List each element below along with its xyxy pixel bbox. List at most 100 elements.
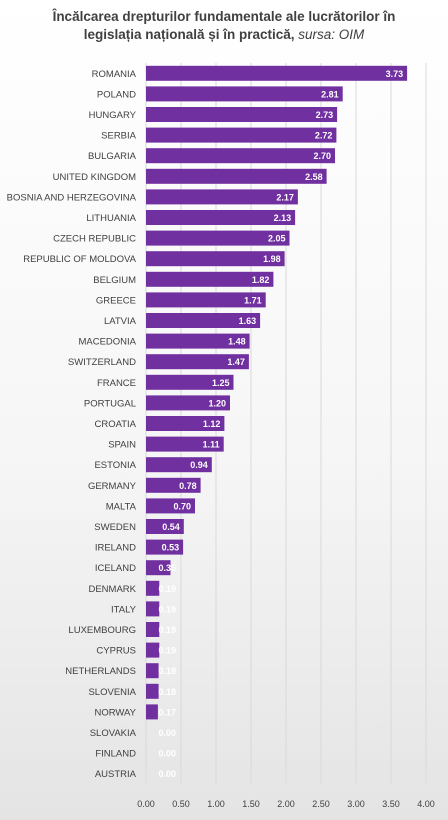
value-label: 0.18 <box>158 666 176 676</box>
bar <box>146 65 408 81</box>
category-label: AUSTRIA <box>95 769 137 780</box>
value-label: 1.12 <box>203 419 221 429</box>
bar <box>146 560 171 576</box>
value-label: 0.19 <box>158 646 176 656</box>
value-label: 1.11 <box>203 440 220 450</box>
bar <box>146 477 201 493</box>
bar <box>146 168 327 184</box>
category-label: BELGIUM <box>93 275 136 286</box>
category-label: REPUBLIC OF MOLDOVA <box>23 254 136 265</box>
bar <box>146 189 298 205</box>
bar <box>146 622 160 637</box>
bar <box>146 436 224 452</box>
bar <box>146 86 343 102</box>
value-label: 1.63 <box>239 316 257 326</box>
bar <box>146 333 250 349</box>
category-label: SLOVAKIA <box>90 728 137 739</box>
x-tick-label: 0.50 <box>172 799 190 809</box>
value-label: 0.19 <box>158 625 176 635</box>
x-tick-label: 4.00 <box>417 799 435 809</box>
value-label: 0.18 <box>158 687 176 697</box>
category-label: POLAND <box>97 89 136 100</box>
bar <box>146 457 212 473</box>
category-label: SLOVENIA <box>88 687 136 698</box>
value-label: 1.98 <box>263 254 281 264</box>
category-label: LATVIA <box>104 316 137 327</box>
bar <box>146 539 184 555</box>
x-tick-label: 1.50 <box>242 799 260 809</box>
bar <box>146 292 266 308</box>
value-label: 2.81 <box>321 89 339 99</box>
value-label: 0.00 <box>158 749 176 759</box>
category-label: NORWAY <box>94 707 136 718</box>
bar <box>146 313 261 328</box>
category-label: ICELAND <box>95 563 136 574</box>
bar <box>146 210 296 225</box>
value-label: 2.58 <box>305 172 323 182</box>
bar <box>146 663 159 679</box>
value-label: 0.94 <box>190 460 208 470</box>
value-label: 1.20 <box>208 398 226 408</box>
category-label: CYPRUS <box>96 646 136 657</box>
bar <box>146 374 234 390</box>
category-label: BOSNIA AND HERZEGOVINA <box>7 192 137 203</box>
value-label: 0.70 <box>173 501 191 511</box>
value-label: 0.17 <box>158 707 176 717</box>
category-label: MALTA <box>106 501 137 512</box>
chart-title: Încălcarea drepturilor fundamentale ale … <box>0 8 448 44</box>
value-label: 2.70 <box>313 151 331 161</box>
x-tick-label: 2.50 <box>312 799 330 809</box>
category-label: UNITED KINGDOM <box>53 172 136 183</box>
bar <box>146 251 285 267</box>
chart-title-main: legislația națională și în practică, <box>83 27 295 42</box>
category-label: GERMANY <box>88 481 137 492</box>
category-label: IRELAND <box>95 543 136 554</box>
category-label: LUXEMBOURG <box>68 625 136 636</box>
bar <box>146 498 195 514</box>
value-label: 1.71 <box>244 295 262 305</box>
value-label: 2.13 <box>274 213 292 223</box>
category-label: CZECH REPUBLIC <box>53 234 136 245</box>
category-label: CROATIA <box>94 419 136 430</box>
category-label: FRANCE <box>97 378 136 389</box>
value-label: 3.73 <box>386 69 404 79</box>
value-label: 0.54 <box>162 522 180 532</box>
category-label: DENMARK <box>88 584 136 595</box>
category-label: GREECE <box>96 295 136 306</box>
category-label: SWEDEN <box>94 522 136 533</box>
bar <box>146 230 290 246</box>
value-label: 0.00 <box>158 728 176 738</box>
value-label: 0.78 <box>179 481 197 491</box>
bar <box>146 271 274 287</box>
bar <box>146 107 338 122</box>
bar <box>146 601 160 617</box>
chart-title-line1: Încălcarea drepturilor fundamentale ale … <box>52 9 396 24</box>
x-tick-label: 0.00 <box>137 799 155 809</box>
category-label: SERBIA <box>101 131 137 142</box>
value-label: 2.72 <box>315 131 333 141</box>
bar <box>146 416 225 431</box>
bar <box>146 642 160 658</box>
x-tick-label: 3.50 <box>382 799 400 809</box>
value-label: 1.47 <box>227 357 245 367</box>
value-label: 2.17 <box>276 192 294 202</box>
category-label: ROMANIA <box>92 69 137 80</box>
chart-source: sursa: OIM <box>298 27 365 42</box>
bar <box>146 395 230 411</box>
value-label: 0.53 <box>162 543 180 553</box>
value-label: 1.48 <box>228 337 246 347</box>
category-label: NETHERLANDS <box>65 666 136 677</box>
category-label: HUNGARY <box>89 110 137 121</box>
bar <box>146 683 159 699</box>
bar <box>146 127 337 143</box>
x-tick-label: 1.00 <box>207 799 225 809</box>
category-label: PORTUGAL <box>84 398 136 409</box>
value-label: 0.19 <box>158 584 176 594</box>
value-label: 0.19 <box>158 604 176 614</box>
value-label: 1.25 <box>212 378 230 388</box>
category-label: MACEDONIA <box>78 337 136 348</box>
value-label: 0.35 <box>158 563 176 573</box>
category-label: FINLAND <box>95 749 136 760</box>
bar <box>146 519 184 534</box>
